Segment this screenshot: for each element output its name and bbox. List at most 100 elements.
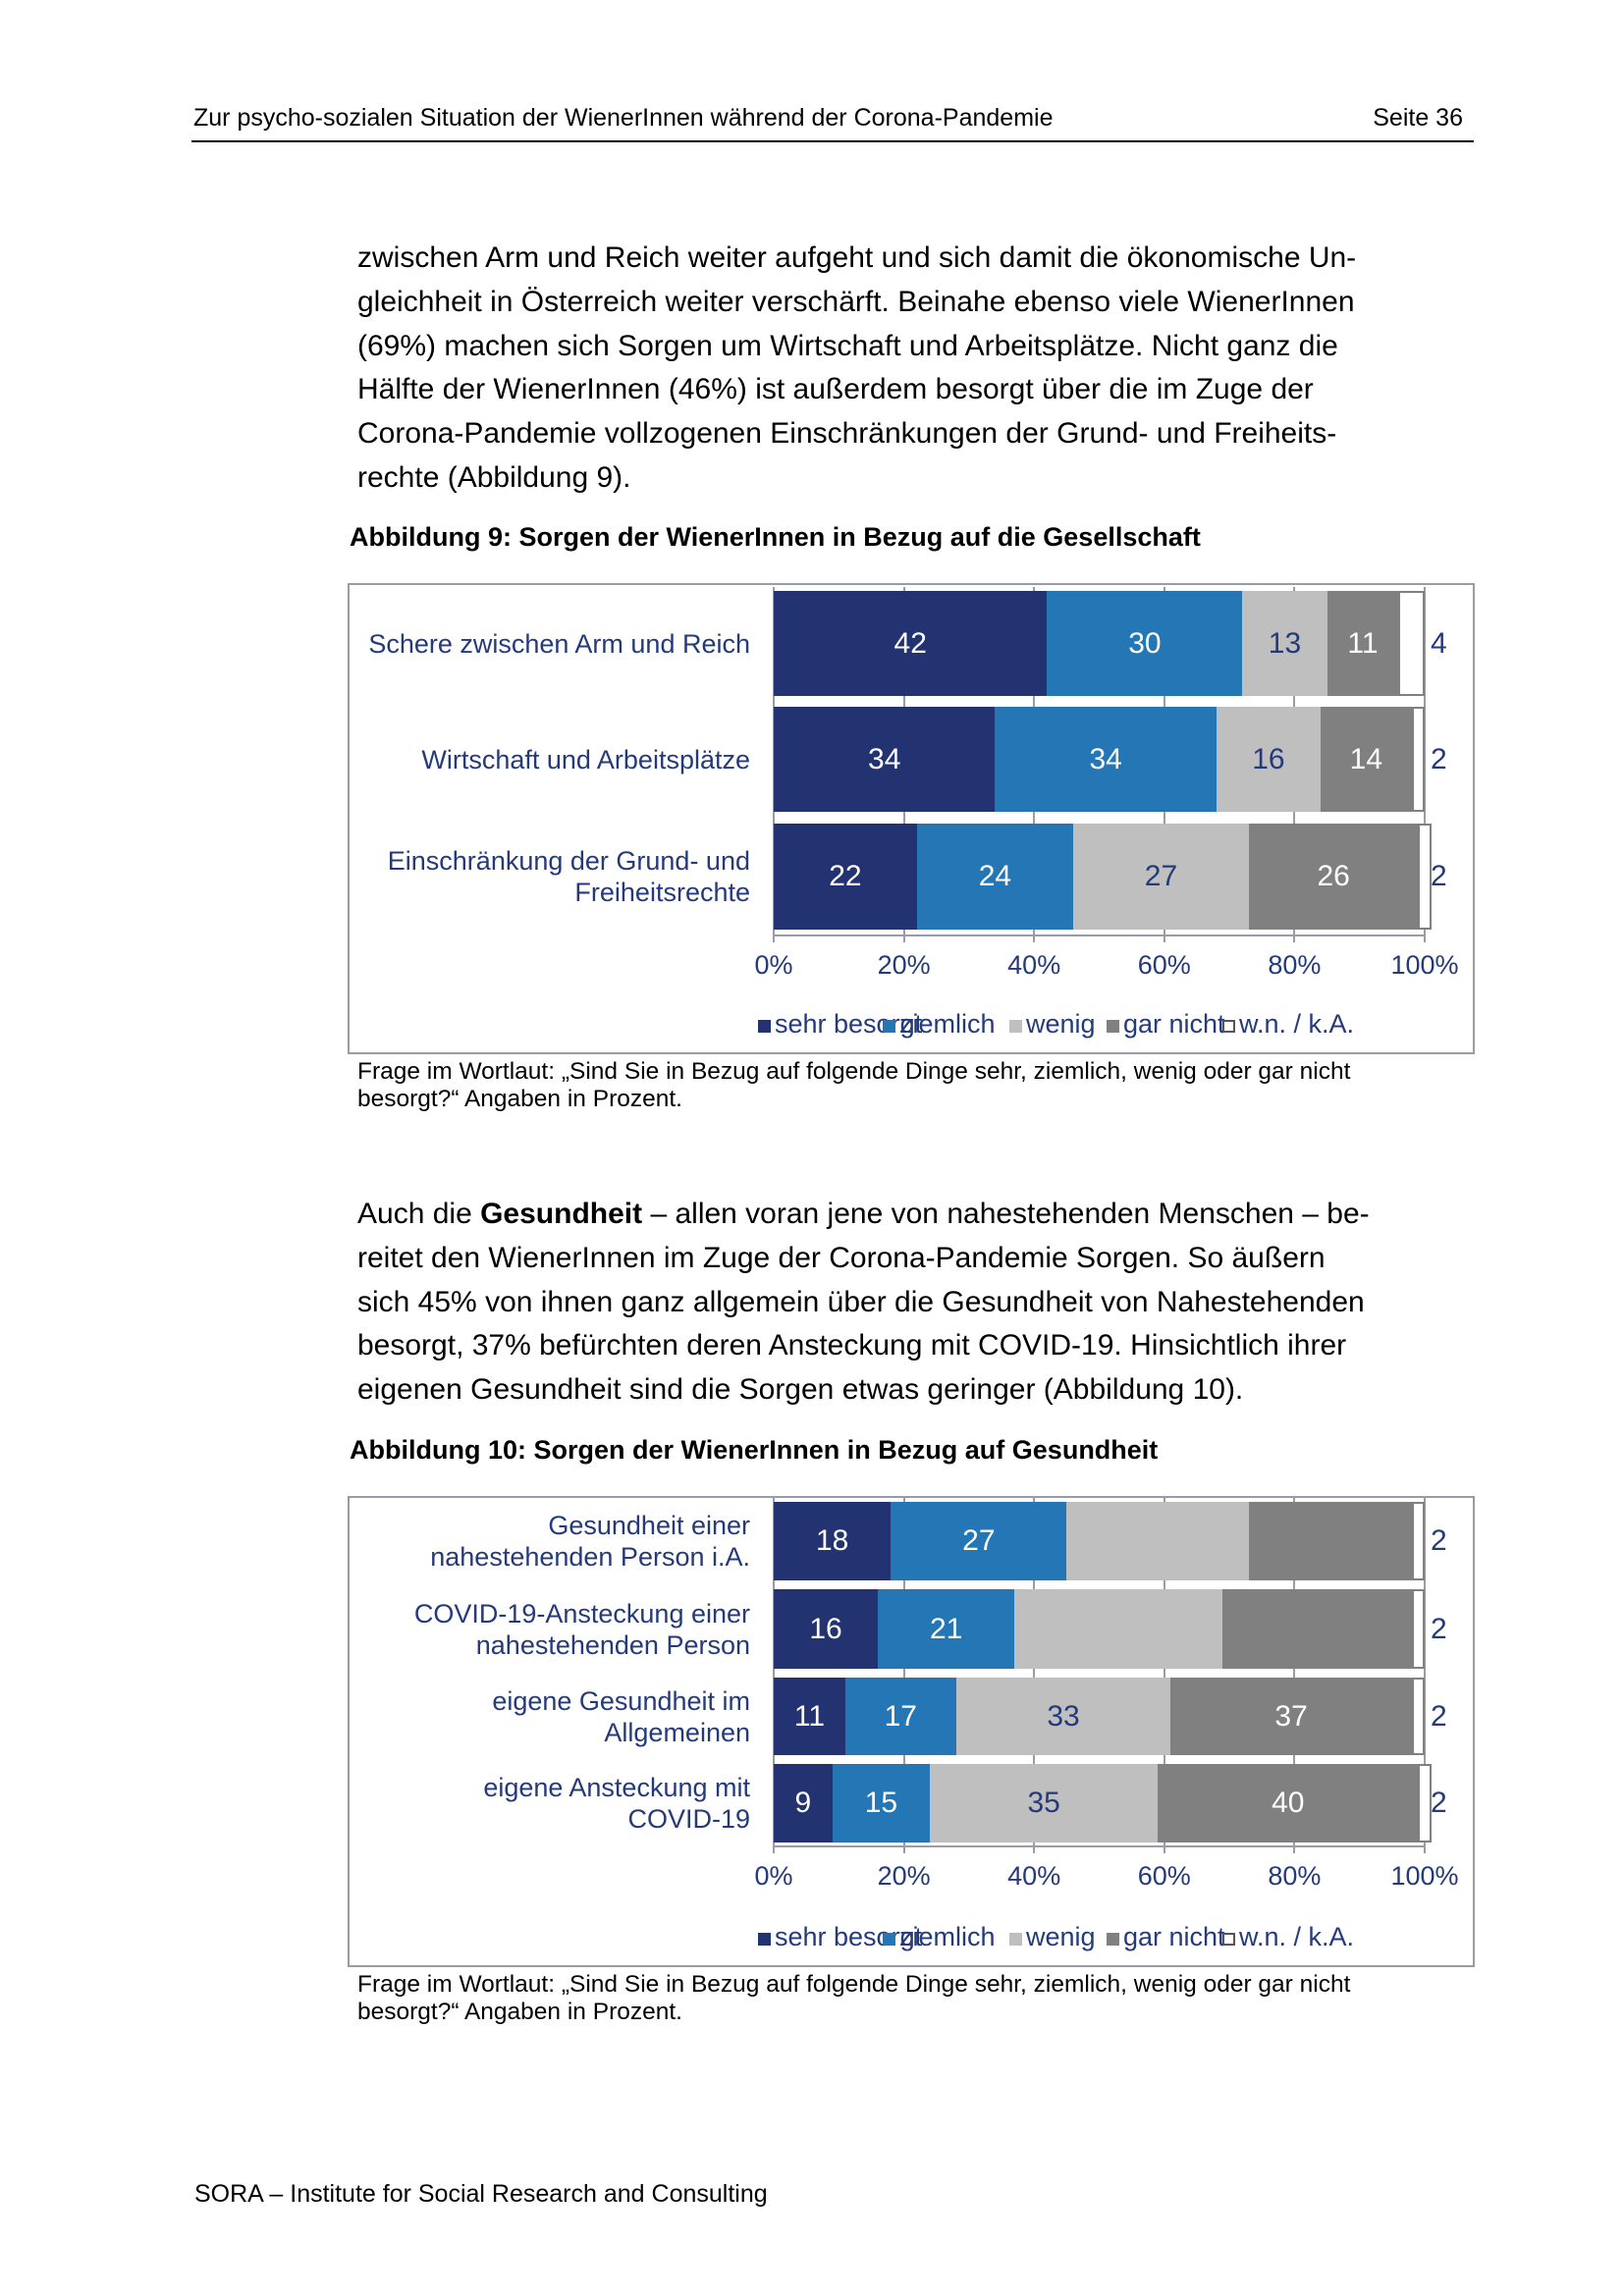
legend-item: w.n. / k.A. (1222, 1922, 1354, 1951)
bar-segment (1047, 591, 1243, 696)
data-label: 9 (794, 1787, 812, 1819)
bar-segment (774, 591, 1048, 696)
data-label: 24 (978, 860, 1012, 892)
bar-segment (995, 707, 1217, 812)
legend-item: ziemlich (883, 1009, 996, 1039)
legend-label: w.n. / k.A. (1239, 1922, 1355, 1951)
bar-segment (1072, 824, 1249, 930)
bold-term: Gesundheit (480, 1198, 643, 1230)
legend-swatch (1107, 1933, 1119, 1946)
legend-label: wenig (1026, 1922, 1096, 1951)
bar-segment (1320, 707, 1412, 812)
legend-label: ziemlich (899, 1009, 996, 1039)
legend-swatch (883, 1933, 895, 1946)
legend-label: gar nicht (1123, 1009, 1225, 1039)
legend-swatch (758, 1020, 771, 1033)
x-axis-line (774, 934, 1425, 936)
bar-segment (774, 707, 996, 812)
category-label: Einschränkung der Grund- und Freiheitsrec… (353, 845, 750, 908)
note-line: Frage im Wortlaut: „Sind Sie in Bezug au… (357, 1971, 1351, 1998)
category-label-line: Freiheitsrechte (574, 878, 750, 907)
bar-segment (1014, 1589, 1223, 1669)
legend-item: wenig (1009, 1009, 1096, 1039)
category-label: eigene Ansteckung mit COVID-19 (353, 1772, 750, 1835)
legend-item: w.n. / k.A. (1222, 1009, 1354, 1039)
category-label-line: Allgemeinen (604, 1717, 750, 1747)
x-tick-label: 80% (1268, 1861, 1322, 1891)
category-label: Wirtschaft und Arbeitsplätze (353, 744, 750, 775)
figure-10-caption: Abbildung 10: Sorgen der WienerInnen in … (350, 1435, 1159, 1465)
bar-segment (1326, 591, 1399, 696)
category-label: Schere zwischen Arm und Reich (353, 628, 750, 660)
bar-segment (1411, 1502, 1425, 1580)
legend-item: ziemlich (883, 1922, 996, 1951)
legend-item: sehr besorgt (758, 1009, 922, 1039)
data-label: 30 (1128, 626, 1162, 660)
text: Auch die (357, 1198, 481, 1230)
figure-10-note: Frage im Wortlaut: „Sind Sie in Bezug au… (357, 1971, 1350, 2026)
data-label: 2 (1431, 742, 1447, 775)
data-label: 16 (809, 1612, 842, 1645)
x-tick-label: 20% (877, 950, 931, 980)
bar-segment (1398, 591, 1425, 696)
x-tick-label: 80% (1268, 950, 1322, 980)
x-tick-label: 40% (1007, 1861, 1061, 1891)
category-label-line: eigene Ansteckung mit (483, 1773, 750, 1802)
legend-swatch (758, 1933, 771, 1946)
gridline (773, 1498, 775, 1853)
data-label: 11 (793, 1699, 826, 1733)
legend-swatch (1222, 1933, 1235, 1946)
legend-swatch (883, 1020, 895, 1033)
data-label: 27 (962, 1524, 996, 1557)
legend-swatch (1107, 1020, 1119, 1033)
gridline (902, 1498, 905, 1853)
x-tick-label: 100% (1390, 950, 1459, 980)
gridline (1293, 1498, 1296, 1853)
legend-label: ziemlich (899, 1922, 996, 1951)
data-label: 18 (815, 1524, 849, 1557)
data-label: 15 (864, 1787, 898, 1819)
x-axis-line (774, 1845, 1425, 1847)
data-label: 17 (884, 1699, 917, 1733)
bar-segment (1248, 1502, 1412, 1580)
bar-segment (955, 1678, 1171, 1755)
paragraph-line: rechte (Abbildung 9). (357, 460, 631, 494)
bar-segment (774, 1764, 833, 1842)
category-label-line: Einschränkung der Grund- und (387, 846, 750, 876)
figure-9-note: Frage im Wortlaut: „Sind Sie in Bezug au… (357, 1058, 1350, 1113)
bar-segment (774, 1502, 892, 1580)
category-label: eigene Gesundheit im Allgemeinen (353, 1685, 750, 1748)
paragraph-line: zwischen Arm und Reich weiter aufgeht un… (357, 241, 1357, 274)
header-title: Zur psycho-sozialen Situation der Wiener… (193, 104, 1054, 132)
bar-segment (1242, 591, 1327, 696)
data-label: 40 (1272, 1787, 1305, 1819)
bar-segment (1222, 1589, 1412, 1669)
data-label: 2 (1431, 1699, 1447, 1733)
data-label: 21 (930, 1612, 963, 1645)
category-label-line: COVID-19 (627, 1804, 750, 1834)
data-label: 37 (1274, 1699, 1308, 1733)
text: – allen voran jene von nahestehenden Men… (642, 1198, 1370, 1230)
bar-segment (1216, 707, 1321, 812)
bar-segment (1066, 1502, 1249, 1580)
bar-segment (1170, 1678, 1412, 1755)
x-tick-label: 40% (1007, 950, 1061, 980)
paragraph-line: Auch die Gesundheit – allen voran jene v… (357, 1193, 1370, 1237)
legend-swatch (1222, 1020, 1235, 1033)
legend-label: sehr besorgt (775, 1009, 923, 1039)
paragraph-line: Corona-Pandemie vollzogenen Einschränkun… (357, 417, 1337, 451)
data-label: 22 (829, 860, 862, 892)
paragraph-2: Auch die Gesundheit – allen voran jene v… (357, 1193, 1370, 1413)
category-label-line: Wirtschaft und Arbeitsplätze (421, 744, 750, 774)
chart-10: Gesundheit einer nahestehenden Person i.A… (348, 1496, 1475, 1967)
bar-segment (774, 1678, 845, 1755)
note-line: Frage im Wortlaut: „Sind Sie in Bezug au… (357, 1058, 1351, 1085)
data-label: 2 (1431, 1524, 1447, 1557)
bar-segment (1418, 1764, 1432, 1842)
category-label-line: COVID-19-Ansteckung einer (413, 1598, 750, 1629)
gridline (1424, 587, 1426, 942)
x-tick-label: 60% (1137, 1861, 1191, 1891)
data-label: 34 (1089, 742, 1122, 775)
bar-segment (832, 1764, 931, 1842)
